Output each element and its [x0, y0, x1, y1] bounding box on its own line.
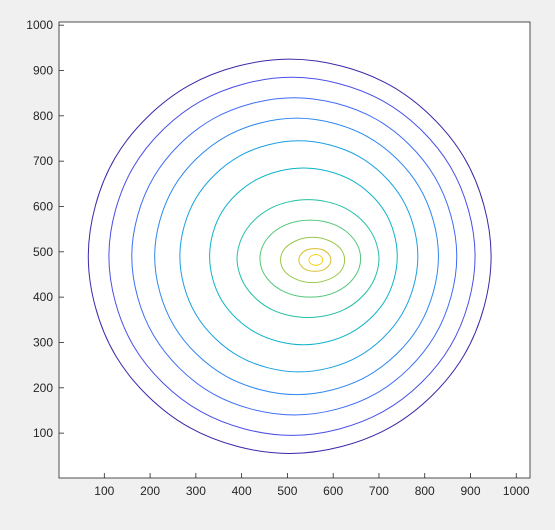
x-tick-label: 300 — [186, 484, 206, 498]
x-tick-label: 200 — [140, 484, 160, 498]
x-tick-label: 700 — [369, 484, 389, 498]
y-tick-label: 1000 — [26, 18, 53, 32]
x-tick-label: 500 — [277, 484, 297, 498]
y-tick-label: 400 — [33, 290, 53, 304]
y-tick-label: 100 — [33, 426, 53, 440]
x-tick-label: 400 — [232, 484, 252, 498]
y-tick-label: 800 — [33, 109, 53, 123]
x-tick-label: 600 — [323, 484, 343, 498]
y-tick-label: 600 — [33, 199, 53, 213]
x-tick-label: 1000 — [503, 484, 530, 498]
x-tick-label: 100 — [94, 484, 114, 498]
page: {"chart_data": {"type": "contour", "xlim… — [0, 0, 555, 525]
y-tick-label: 200 — [33, 381, 53, 395]
y-tick-label: 500 — [33, 245, 53, 259]
chart: 100 200 300 400 500 600 700 800 900 1000 100 200 300… — [0, 0, 555, 525]
plot-area — [59, 22, 530, 478]
x-tick-label: 800 — [415, 484, 435, 498]
x-tick-label: 900 — [460, 484, 480, 498]
y-tick-label: 900 — [33, 64, 53, 78]
y-tick-label: 700 — [33, 154, 53, 168]
y-tick-label: 300 — [33, 335, 53, 349]
